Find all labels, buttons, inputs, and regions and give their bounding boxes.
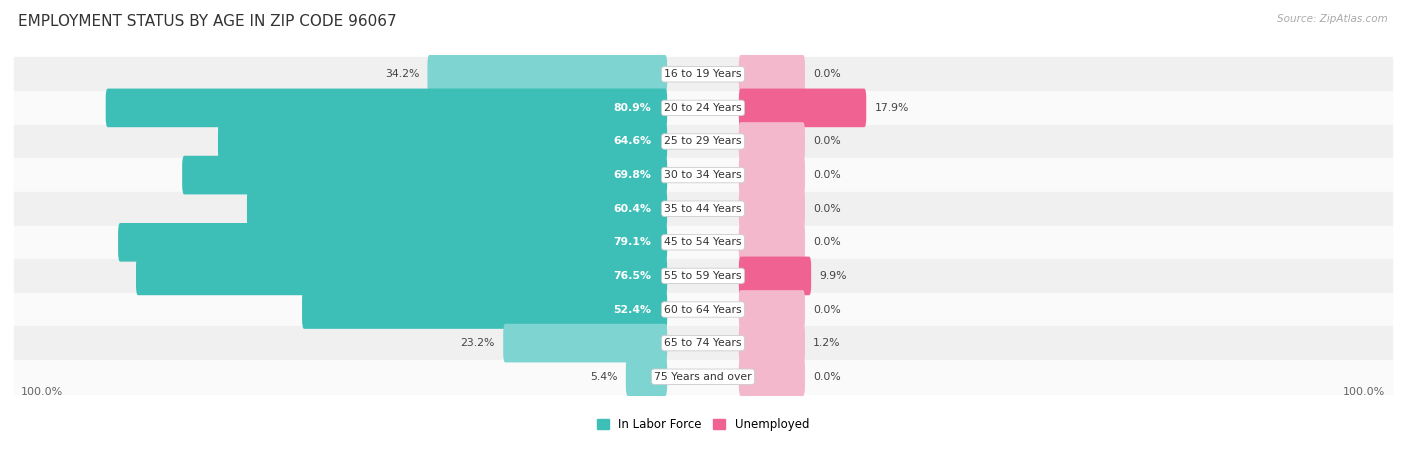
Text: 5.4%: 5.4% [591,372,617,382]
Bar [14,259,1392,293]
FancyBboxPatch shape [247,189,668,228]
Text: 45 to 54 Years: 45 to 54 Years [664,237,742,247]
FancyBboxPatch shape [738,324,806,363]
Bar [14,360,1392,394]
FancyBboxPatch shape [738,189,806,228]
Bar [14,57,1392,91]
Bar [14,293,1392,327]
Text: 0.0%: 0.0% [813,137,841,147]
FancyBboxPatch shape [427,55,668,94]
Text: 0.0%: 0.0% [813,69,841,79]
Text: 64.6%: 64.6% [613,137,651,147]
Bar [14,124,1392,158]
FancyBboxPatch shape [503,324,668,363]
Text: 55 to 59 Years: 55 to 59 Years [664,271,742,281]
FancyBboxPatch shape [738,223,806,262]
Text: 0.0%: 0.0% [813,204,841,214]
Text: 17.9%: 17.9% [875,103,908,113]
FancyBboxPatch shape [105,88,668,127]
FancyBboxPatch shape [136,257,668,295]
Text: 80.9%: 80.9% [613,103,651,113]
Text: Source: ZipAtlas.com: Source: ZipAtlas.com [1277,14,1388,23]
Text: 65 to 74 Years: 65 to 74 Years [664,338,742,348]
Text: 30 to 34 Years: 30 to 34 Years [664,170,742,180]
Text: 76.5%: 76.5% [613,271,651,281]
Text: 1.2%: 1.2% [813,338,841,348]
Bar [14,91,1392,124]
Text: 60.4%: 60.4% [613,204,651,214]
Text: 100.0%: 100.0% [1343,387,1385,397]
FancyBboxPatch shape [738,357,806,396]
Text: 0.0%: 0.0% [813,170,841,180]
Text: 79.1%: 79.1% [613,237,651,247]
FancyBboxPatch shape [738,55,806,94]
Text: 60 to 64 Years: 60 to 64 Years [664,304,742,314]
Text: 69.8%: 69.8% [613,170,651,180]
FancyBboxPatch shape [218,122,668,161]
Bar [14,192,1392,226]
Text: 0.0%: 0.0% [813,372,841,382]
Text: 25 to 29 Years: 25 to 29 Years [664,137,742,147]
Text: 16 to 19 Years: 16 to 19 Years [664,69,742,79]
Text: 9.9%: 9.9% [820,271,846,281]
Legend: In Labor Force, Unemployed: In Labor Force, Unemployed [592,413,814,436]
FancyBboxPatch shape [302,290,668,329]
Bar [14,327,1392,360]
Text: 0.0%: 0.0% [813,237,841,247]
Text: EMPLOYMENT STATUS BY AGE IN ZIP CODE 96067: EMPLOYMENT STATUS BY AGE IN ZIP CODE 960… [18,14,396,28]
FancyBboxPatch shape [738,156,806,194]
FancyBboxPatch shape [118,223,668,262]
FancyBboxPatch shape [626,357,668,396]
Text: 35 to 44 Years: 35 to 44 Years [664,204,742,214]
FancyBboxPatch shape [183,156,668,194]
FancyBboxPatch shape [738,122,806,161]
Text: 75 Years and over: 75 Years and over [654,372,752,382]
FancyBboxPatch shape [738,257,811,295]
Text: 34.2%: 34.2% [385,69,419,79]
Text: 52.4%: 52.4% [613,304,651,314]
Bar [14,158,1392,192]
FancyBboxPatch shape [738,290,806,329]
Text: 23.2%: 23.2% [461,338,495,348]
FancyBboxPatch shape [738,88,866,127]
Text: 20 to 24 Years: 20 to 24 Years [664,103,742,113]
Text: 0.0%: 0.0% [813,304,841,314]
Text: 100.0%: 100.0% [21,387,63,397]
Bar [14,226,1392,259]
